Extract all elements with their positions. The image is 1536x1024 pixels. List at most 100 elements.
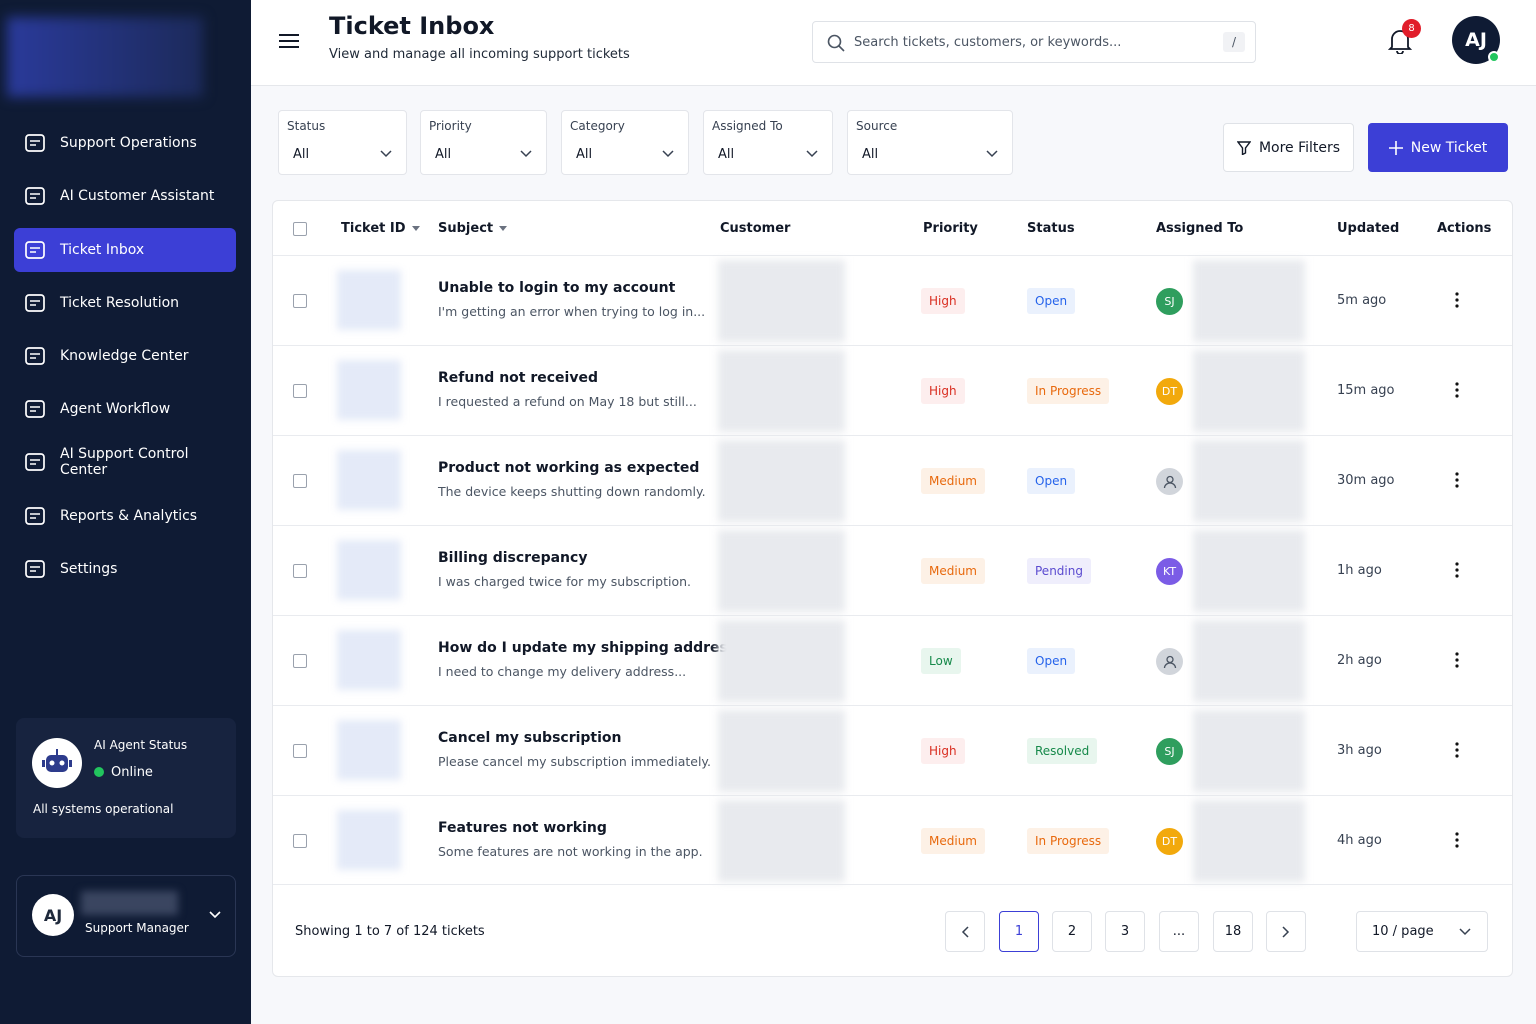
icon [986,150,998,158]
assignee-avatar: DT [1156,828,1183,855]
page-button[interactable]: 1 [999,911,1039,952]
page-button[interactable]: ... [1159,911,1199,952]
nav-item[interactable]: Knowledge Center [14,334,236,378]
assignee-name-blurred [1193,710,1305,792]
actions-button[interactable] [1455,382,1459,402]
prev-page[interactable] [945,911,985,952]
nav-item[interactable]: Reports & Analytics [14,494,236,538]
column-header[interactable]: Ticket ID [341,221,420,236]
next-page[interactable] [1266,911,1306,952]
ticket-subject: Features not working [438,820,607,836]
agent-status-card: AI Agent Status Online All systems opera… [16,718,236,838]
page-button[interactable]: 18 [1213,911,1253,952]
icon [1459,928,1471,936]
filter-select[interactable]: Priority All [420,110,547,175]
checkbox[interactable] [293,222,307,236]
table-row[interactable]: Unable to login to my account I'm getting… [273,255,1512,345]
search-placeholder: Search tickets, customers, or keywords..… [854,35,1122,50]
filter-select[interactable]: Status All [278,110,407,175]
page-button[interactable]: 3 [1105,911,1145,952]
ticket-subject: Refund not received [438,370,598,386]
ticket-preview: The device keeps shutting down randomly. [438,484,706,499]
checkbox[interactable] [293,474,307,488]
filter-value: All [862,147,879,162]
new-ticket-button[interactable]: New Ticket [1368,123,1508,172]
column-header[interactable]: Subject [438,221,508,236]
nav-label: Ticket Resolution [60,295,180,311]
ticket-preview: I need to change my delivery address... [438,664,687,679]
page-title: Ticket Inbox [329,12,495,40]
assignee-avatar: DT [1156,378,1183,405]
checkbox[interactable] [293,834,307,848]
ticket-id-blurred [337,540,401,600]
checkbox[interactable] [293,744,307,758]
table-row[interactable]: Product not working as expected The devic… [273,435,1512,525]
updated: 2h ago [1337,653,1382,668]
icon [1455,652,1459,668]
user-card[interactable]: AJ Support Manager [16,875,236,957]
agent-status-title: AI Agent Status [94,738,188,752]
icon [1455,832,1459,848]
ticket-id-blurred [337,270,401,330]
customer-blurred [718,530,845,612]
icon [961,925,969,938]
nav-item[interactable]: Ticket Inbox [14,228,236,272]
nav-item[interactable]: Support Operations [14,121,236,165]
table-footer [273,884,1512,976]
actions-button[interactable] [1455,562,1459,582]
nav-item[interactable]: Settings [14,547,236,591]
table-row[interactable]: How do I update my shipping address? I ne… [273,615,1512,705]
user-name-blurred [81,891,178,915]
nav-item[interactable]: Agent Workflow [14,387,236,431]
more-filters-button[interactable]: More Filters [1223,123,1354,172]
notification-badge: 8 [1402,19,1421,38]
filter-select[interactable]: Assigned To All [703,110,833,175]
table-row[interactable]: Refund not received I requested a refund … [273,345,1512,435]
table-row[interactable]: Billing discrepancy I was charged twice f… [273,525,1512,615]
search-box[interactable]: Search tickets, customers, or keywords..… [812,21,1256,63]
nav-label: Agent Workflow [60,401,171,417]
nav-label: Support Operations [60,135,197,151]
status-badge: Open [1027,468,1076,494]
icon [25,294,45,312]
checkbox[interactable] [293,564,307,578]
actions-button[interactable] [1455,292,1459,312]
assignee-avatar [1156,648,1183,675]
filter-select[interactable]: Category All [561,110,689,175]
icon [25,241,45,259]
nav-item[interactable]: AI Support Control Center [14,440,236,484]
actions-button[interactable] [1455,742,1459,762]
page-button[interactable]: 2 [1052,911,1092,952]
table-row[interactable]: Features not working Some features are no… [273,795,1512,885]
actions-button[interactable] [1455,472,1459,492]
updated: 1h ago [1337,563,1382,578]
actions-button[interactable] [1455,652,1459,672]
actions-button[interactable] [1455,832,1459,852]
menu-button[interactable] [279,33,299,49]
priority-badge: High [921,378,965,404]
ticket-preview: Some features are not working in the app… [438,844,703,859]
filter-value: All [293,147,310,162]
priority-badge: High [921,738,965,764]
column-header: Status [1027,221,1075,236]
nav-item[interactable]: Ticket Resolution [14,281,236,325]
filter-select[interactable]: Source All [847,110,1013,175]
agent-status: Online [111,765,153,780]
assignee-name-blurred [1193,440,1305,522]
priority-badge: Medium [921,828,985,854]
nav-label: AI Customer Assistant [60,188,215,204]
per-page-select[interactable]: 10 / page [1356,911,1488,952]
table-row[interactable]: Cancel my subscription Please cancel my s… [273,705,1512,795]
agent-status-note: All systems operational [33,802,174,816]
checkbox[interactable] [293,654,307,668]
icon [25,187,45,205]
assignee-name-blurred [1193,620,1305,702]
chevron [209,911,221,919]
assignee-name-blurred [1193,260,1305,342]
icon [1455,562,1459,578]
nav-item[interactable]: AI Customer Assistant [14,174,236,218]
icon [1455,382,1459,398]
checkbox[interactable] [293,294,307,308]
checkbox[interactable] [293,384,307,398]
ticket-id-blurred [337,450,401,510]
